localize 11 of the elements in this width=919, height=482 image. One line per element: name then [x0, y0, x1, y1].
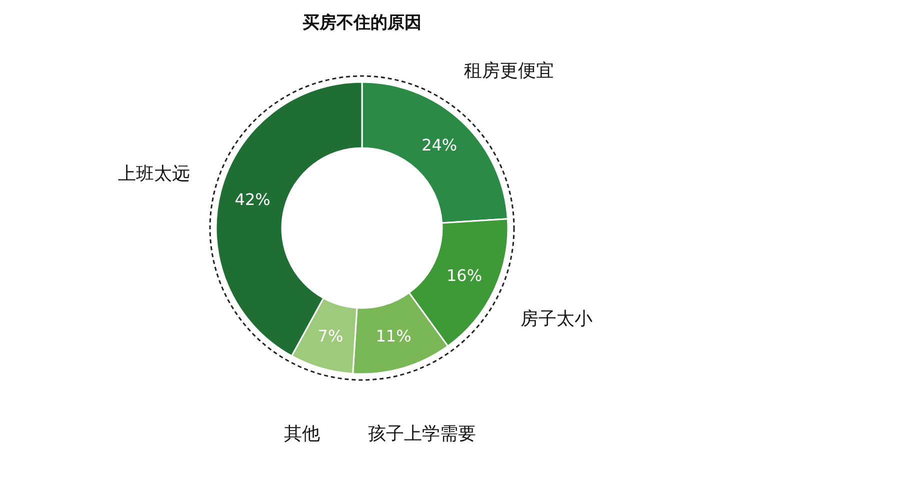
slice-label: 孩子上学需要 [368, 423, 476, 444]
data-label: 7% [318, 326, 344, 346]
slice-label: 房子太小 [520, 308, 593, 330]
slice-label: 上班太远 [118, 164, 190, 185]
data-label: 24% [422, 136, 458, 155]
data-label: 42% [234, 190, 270, 209]
slice-label: 其他 [284, 423, 320, 444]
data-label: 11% [376, 326, 412, 346]
chart-title: 买房不住的原因 [302, 13, 422, 33]
slice-label: 租房更便宜 [464, 60, 554, 82]
data-label: 16% [446, 266, 482, 286]
